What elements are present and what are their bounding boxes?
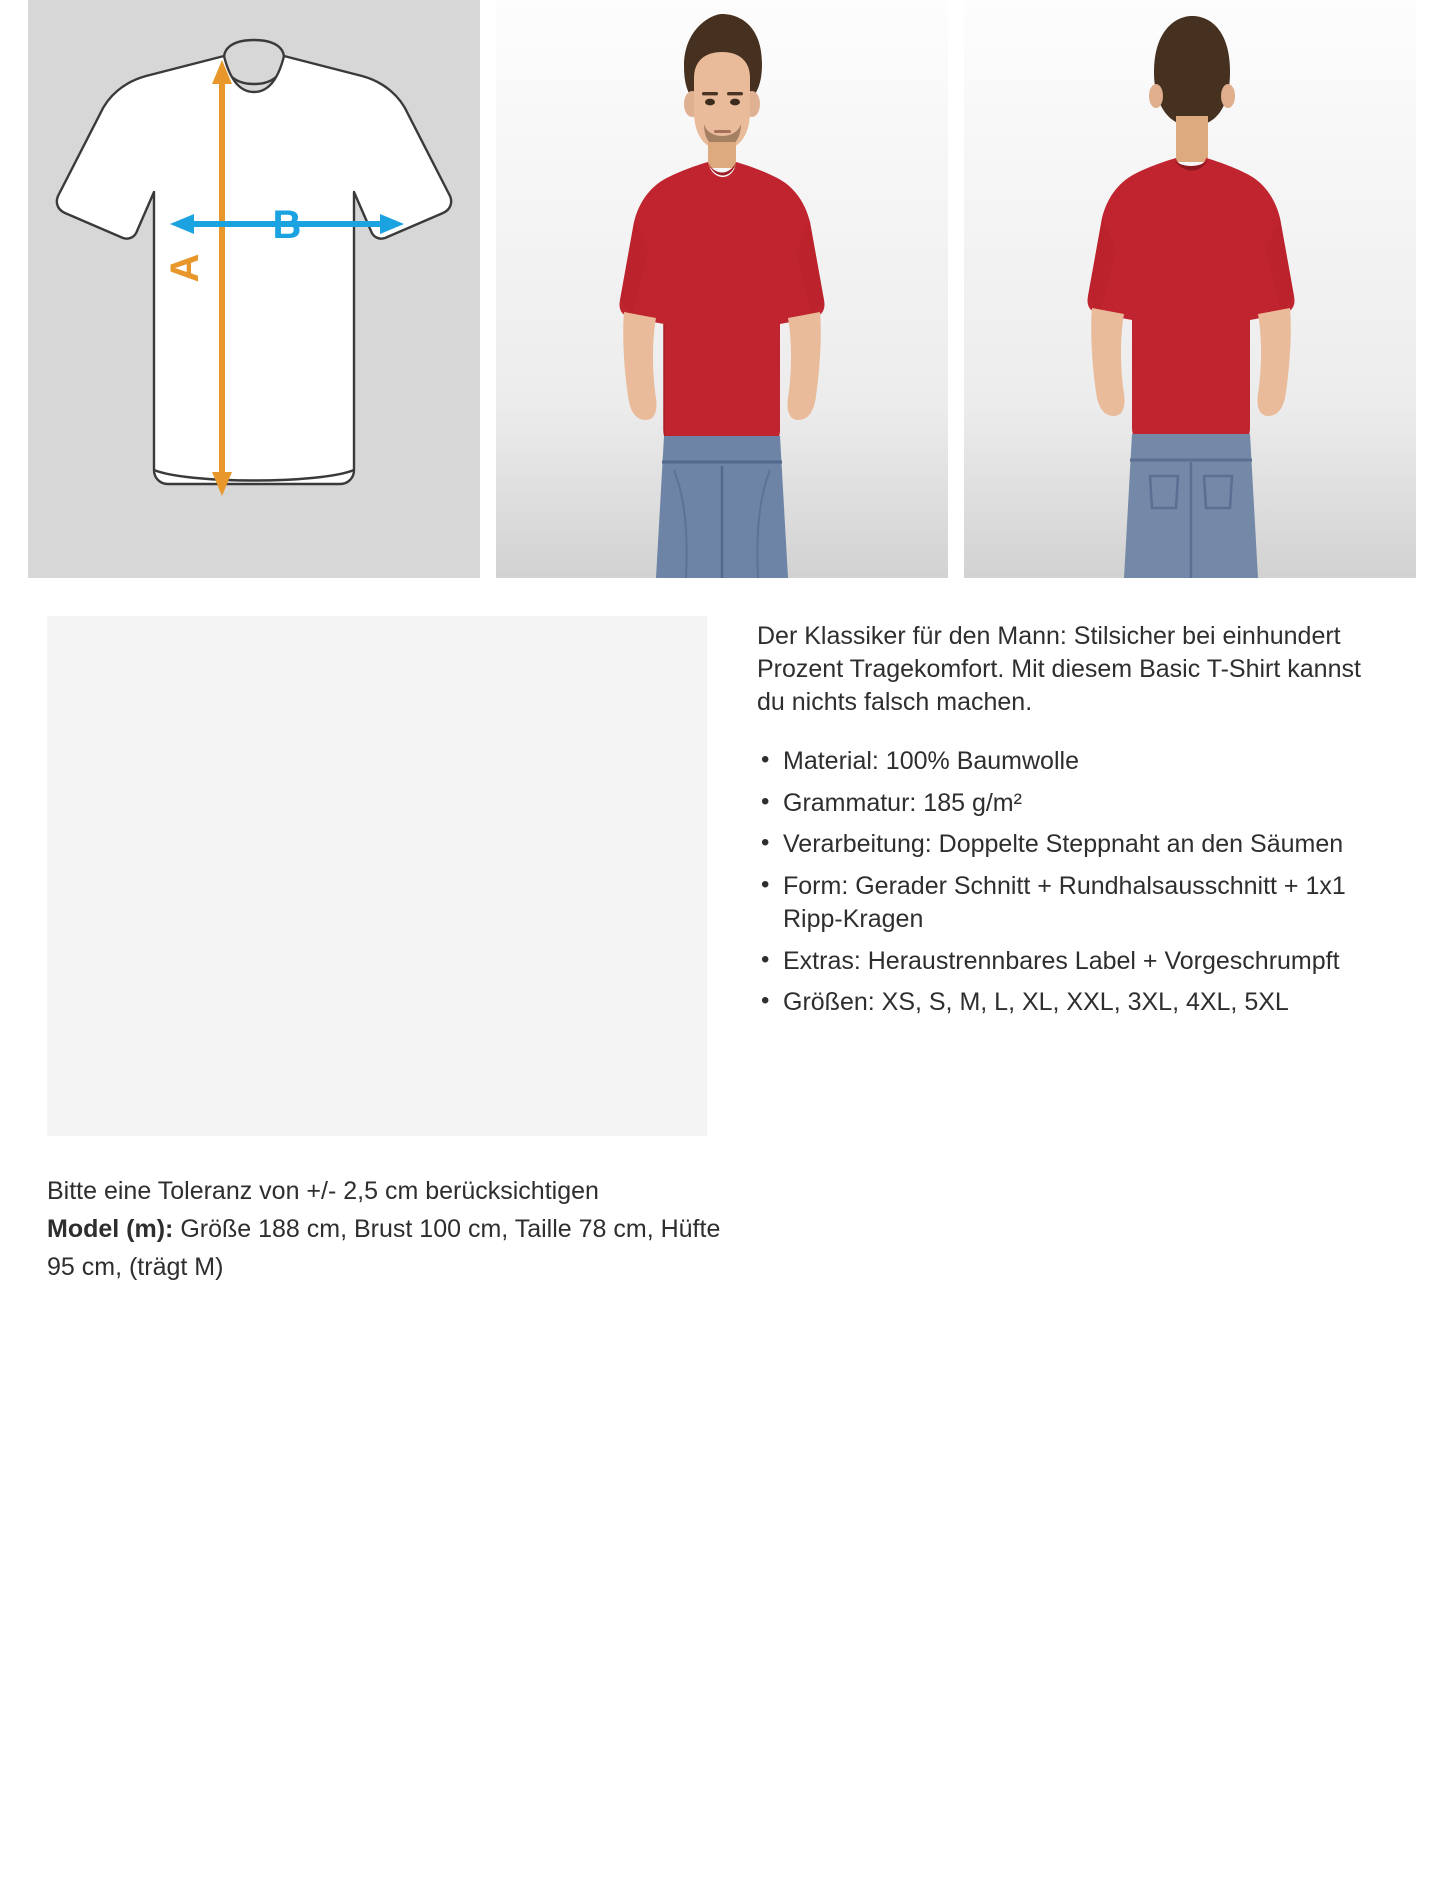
model-back-illustration xyxy=(964,0,1416,578)
list-item: Verarbeitung: Doppelte Steppnaht an den … xyxy=(757,827,1387,862)
measure-label-a: A xyxy=(163,254,207,283)
product-description: Der Klassiker für den Mann: Stilsicher b… xyxy=(757,620,1387,1028)
measurement-footnote: Bitte eine Toleranz von +/- 2,5 cm berüc… xyxy=(47,1172,727,1286)
list-item: Extras: Heraustrennbares Label + Vorgesc… xyxy=(757,944,1387,979)
tolerance-note: Bitte eine Toleranz von +/- 2,5 cm berüc… xyxy=(47,1177,599,1205)
tshirt-measurement-diagram: A B xyxy=(28,0,480,578)
product-image-row: A B xyxy=(28,0,1418,578)
tshirt-outline-icon: A B xyxy=(55,38,453,496)
list-item: Grammatur: 185 g/m² xyxy=(757,786,1387,821)
model-front-illustration xyxy=(496,0,948,578)
size-chart-table-wrapper: Size Length (A-cm) Width (B-cm) XS 68 47… xyxy=(47,616,707,1136)
model-measurements: Größe 188 cm, Brust 100 cm, Taille 78 cm… xyxy=(47,1215,721,1281)
list-item: Form: Gerader Schnitt + Rundhalsausschni… xyxy=(757,869,1387,937)
measure-label-b: B xyxy=(273,203,302,247)
list-item: Größen: XS, S, M, L, XL, XXL, 3XL, 4XL, … xyxy=(757,985,1387,1020)
model-photo-front xyxy=(496,0,948,578)
measure-arrow-b xyxy=(170,214,404,234)
list-item: Material: 100% Baumwolle xyxy=(757,744,1387,779)
model-photo-back xyxy=(964,0,1416,578)
description-intro: Der Klassiker für den Mann: Stilsicher b… xyxy=(757,622,1361,716)
description-feature-list: Material: 100% Baumwolle Grammatur: 185 … xyxy=(757,744,1387,1020)
measure-arrow-a xyxy=(212,60,232,496)
model-label: Model (m): xyxy=(47,1215,174,1243)
